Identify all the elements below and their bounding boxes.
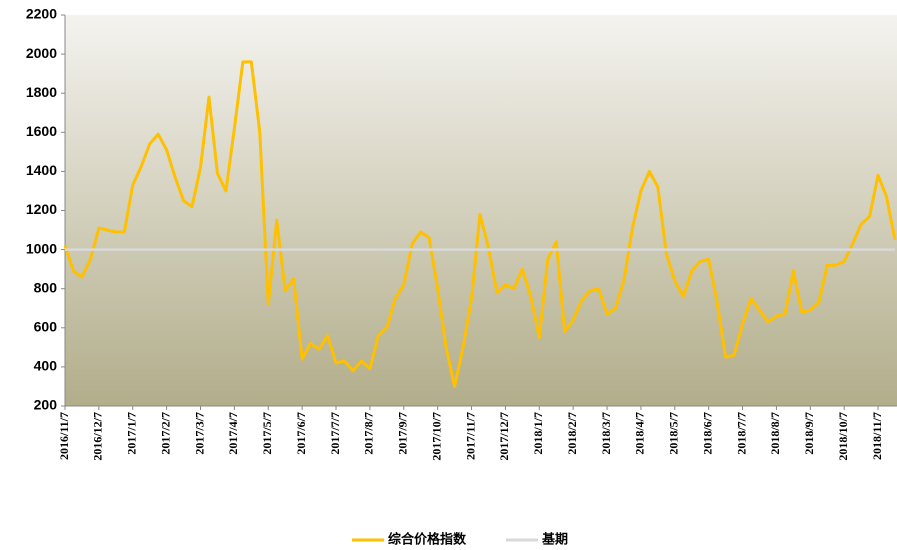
y-tick-label: 800 — [34, 279, 58, 295]
y-tick-label: 1400 — [26, 162, 57, 178]
plot-background — [65, 15, 897, 406]
legend-label: 基期 — [541, 532, 568, 548]
y-tick-label: 2200 — [26, 6, 57, 22]
x-tick-label: 2016/12/7 — [91, 412, 105, 461]
x-tick-label: 2018/5/7 — [667, 412, 681, 455]
x-tick-label: 2017/1/7 — [125, 412, 139, 455]
y-tick-label: 2000 — [26, 45, 57, 61]
x-tick-label: 2017/4/7 — [226, 412, 240, 455]
x-tick-label: 2018/7/7 — [734, 412, 748, 455]
y-tick-label: 400 — [34, 358, 58, 374]
series-line — [63, 60, 897, 388]
x-tick-label: 2017/5/7 — [260, 412, 274, 455]
x-tick-label: 2018/3/7 — [599, 412, 613, 455]
x-tick-label: 2017/2/7 — [158, 412, 172, 455]
x-tick-label: 2018/10/7 — [836, 412, 850, 461]
x-tick-label: 2018/9/7 — [802, 412, 816, 455]
y-tick-label: 1600 — [26, 123, 57, 139]
x-tick-label: 2017/10/7 — [429, 412, 443, 461]
x-tick-label: 2018/8/7 — [768, 412, 782, 455]
x-tick-label: 2017/11/7 — [463, 412, 477, 460]
x-tick-label: 2017/6/7 — [294, 412, 308, 455]
x-tick-label: 2016/11/7 — [57, 412, 71, 460]
x-tick-label: 2018/11/7 — [870, 412, 884, 460]
x-tick-label: 2017/7/7 — [328, 412, 342, 455]
legend-label: 综合价格指数 — [388, 532, 467, 548]
x-tick-label: 2018/1/7 — [531, 412, 545, 455]
x-tick-label: 2017/3/7 — [192, 412, 206, 455]
y-tick-label: 600 — [34, 319, 58, 335]
x-tick-label: 2017/9/7 — [396, 412, 410, 455]
x-tick-label: 2018/6/7 — [700, 412, 714, 455]
y-tick-label: 1000 — [26, 240, 57, 256]
x-tick-label: 2017/8/7 — [362, 412, 376, 455]
x-tick-label: 2018/4/7 — [633, 412, 647, 455]
y-tick-label: 200 — [34, 397, 58, 413]
x-tick-label: 2018/2/7 — [565, 412, 579, 455]
y-tick-label: 1800 — [26, 84, 57, 100]
x-tick-label: 2017/12/7 — [497, 412, 511, 461]
y-tick-label: 1200 — [26, 201, 57, 217]
